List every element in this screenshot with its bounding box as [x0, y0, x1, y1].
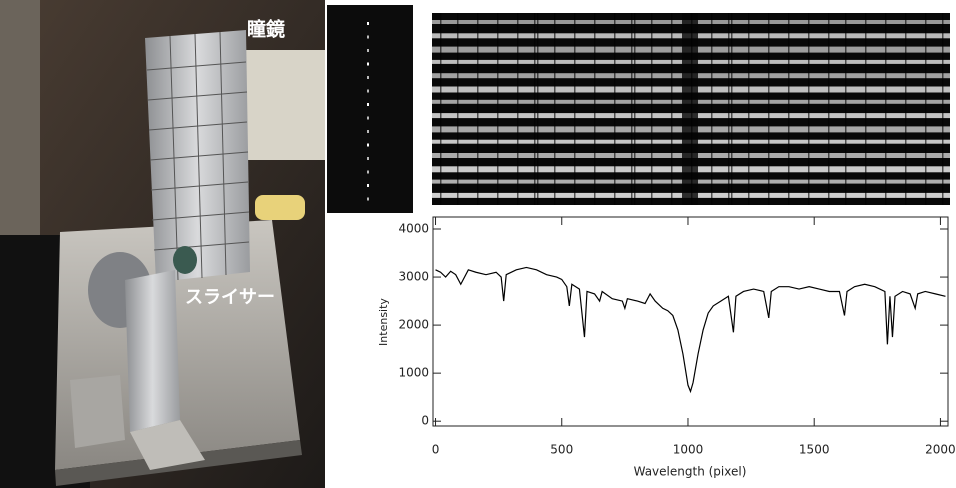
- absorption-line: [711, 13, 713, 205]
- y-tick-label: 1000: [398, 366, 429, 380]
- absorption-line: [671, 13, 673, 205]
- slit-dot: [367, 116, 369, 120]
- absorption-line: [477, 13, 479, 205]
- slit-dot: [367, 170, 369, 174]
- absorption-line: [865, 13, 867, 205]
- absorption-line: [651, 13, 653, 205]
- x-tick-label: 500: [550, 443, 573, 457]
- absorption-line: [905, 13, 907, 205]
- absorption-line: [748, 13, 750, 205]
- absorption-line: [768, 13, 770, 205]
- absorption-line: [925, 13, 927, 205]
- plot-frame: [432, 216, 949, 427]
- y-tick-label: 2000: [398, 318, 429, 332]
- photo-label: スライサー: [185, 287, 275, 308]
- absorption-line: [731, 13, 733, 205]
- photo: 瞳鏡 スライサー: [0, 0, 325, 488]
- slit-dot: [367, 103, 369, 106]
- absorption-line: [534, 13, 536, 205]
- absorption-line: [457, 13, 459, 205]
- slit-dot: [367, 184, 369, 187]
- absorption-line: [554, 13, 556, 205]
- absorption-line: [942, 13, 944, 205]
- absorption-line: [691, 13, 693, 205]
- x-axis-label: Wavelength (pixel): [634, 465, 747, 479]
- absorption-line: [594, 13, 596, 205]
- absorption-line: [728, 13, 730, 205]
- absorption-line: [440, 13, 442, 205]
- slit-dot: [367, 157, 369, 160]
- absorption-line: [631, 13, 633, 205]
- slit-dot: [367, 35, 369, 39]
- absorption-line: [614, 13, 616, 205]
- spectrum-line: [435, 266, 946, 394]
- slit-dot: [367, 130, 369, 133]
- photo-label: 瞳鏡: [247, 18, 285, 41]
- spectrum-image: [432, 13, 950, 205]
- absorption-line: [574, 13, 576, 205]
- line-chart: Wavelength (pixel) Intensity 0 1000 2000 30…: [377, 216, 956, 479]
- x-tick-label: 2000: [925, 443, 956, 457]
- y-tick-label: 0: [421, 414, 429, 428]
- slit-dot: [367, 143, 369, 147]
- slit-dot: [367, 49, 369, 52]
- x-tick-label: 1000: [673, 443, 704, 457]
- y-tick-label: 3000: [398, 270, 429, 284]
- absorption-line: [497, 13, 499, 205]
- absorption-line: [885, 13, 887, 205]
- absorption-line: [808, 13, 810, 205]
- x-tick-label: 1500: [799, 443, 830, 457]
- slit-dot: [367, 76, 369, 79]
- absorption-line: [828, 13, 830, 205]
- slit-dot: [367, 22, 369, 25]
- slit-dot: [367, 89, 369, 93]
- x-tick-label: 0: [432, 443, 440, 457]
- absorption-line: [634, 13, 636, 205]
- slit-image: [327, 5, 413, 213]
- absorption-line: [517, 13, 519, 205]
- slit-dot: [367, 197, 369, 201]
- y-axis-label: Intensity: [377, 298, 390, 346]
- absorption-line: [788, 13, 790, 205]
- absorption-line: [537, 13, 539, 205]
- slit-dot: [367, 62, 369, 66]
- absorption-band: [682, 13, 698, 205]
- absorption-line: [845, 13, 847, 205]
- y-tick-label: 4000: [398, 222, 429, 236]
